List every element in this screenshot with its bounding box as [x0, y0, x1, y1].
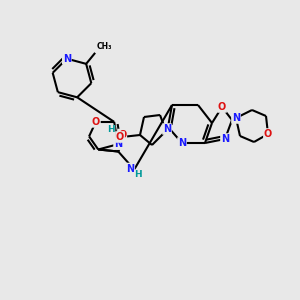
Text: H: H — [134, 170, 142, 179]
Text: N: N — [114, 139, 122, 149]
Text: N: N — [221, 134, 229, 144]
Text: N: N — [178, 138, 186, 148]
Text: CH₃: CH₃ — [96, 42, 112, 51]
Text: N: N — [126, 164, 134, 173]
Text: O: O — [118, 130, 126, 140]
Text: N: N — [63, 54, 71, 64]
Text: O: O — [116, 132, 124, 142]
Text: O: O — [264, 129, 272, 139]
Text: N: N — [232, 113, 240, 123]
Text: H: H — [107, 125, 115, 134]
Text: O: O — [218, 102, 226, 112]
Text: N: N — [163, 124, 171, 134]
Text: O: O — [92, 117, 100, 127]
